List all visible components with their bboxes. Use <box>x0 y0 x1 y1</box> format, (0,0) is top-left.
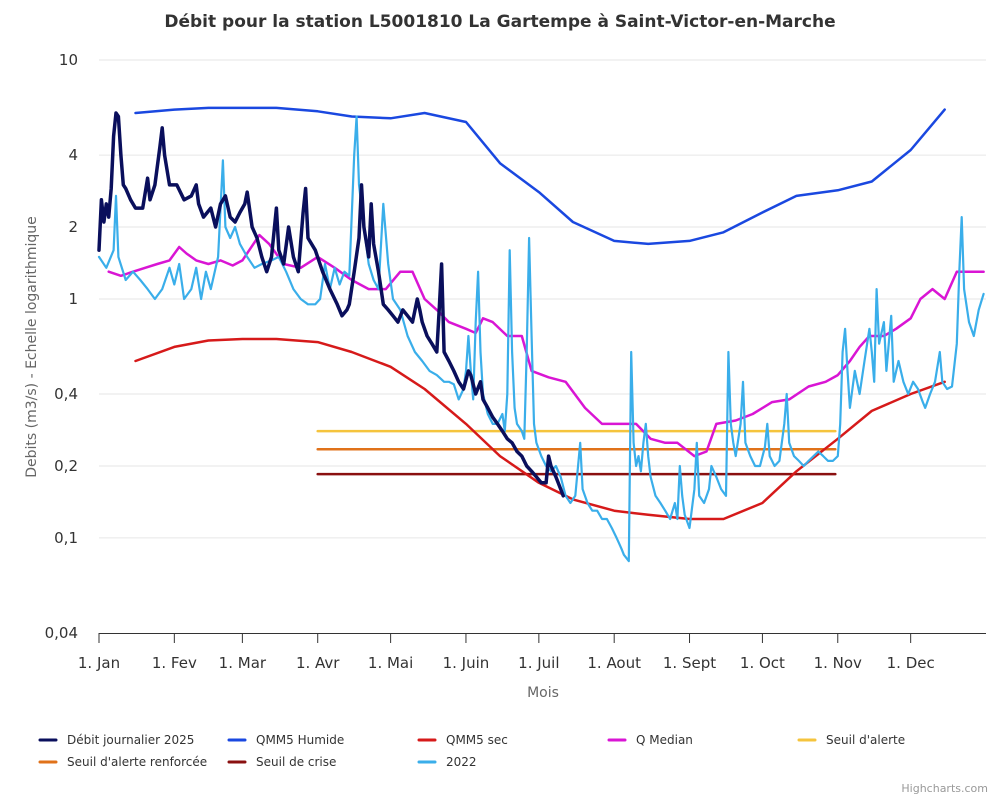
legend-label: QMM5 Humide <box>256 733 344 747</box>
legend: Débit journalier 2025 QMM5 Humide QMM5 sec… <box>38 733 905 769</box>
legend-label: QMM5 sec <box>446 733 508 747</box>
y-tick-label: 0,4 <box>54 385 78 403</box>
x-tick-label: 1. Fev <box>152 654 197 672</box>
series-line-qmm5-humide <box>134 106 946 246</box>
y-axis-title: Debits (m3/s) - Echelle logarithmique <box>24 216 40 478</box>
y-tick-label: 4 <box>68 146 78 164</box>
x-tick-label: 1. Dec <box>887 654 935 672</box>
legend-item-qmm5-humide[interactable]: QMM5 Humide <box>227 733 344 747</box>
x-tick-label: 1. Juin <box>443 654 490 672</box>
grid-lines <box>99 59 986 539</box>
chart-title: Débit pour la station L5001810 La Gartem… <box>164 12 835 32</box>
x-tick-label: 1. Sept <box>663 654 716 672</box>
legend-label: Seuil d'alerte renforcée <box>67 755 207 769</box>
series-line-debit-journalier-2025 <box>97 111 565 498</box>
x-tick-label: 1. Mai <box>368 654 413 672</box>
legend-label: Q Median <box>636 733 693 747</box>
x-tick-label: 1. Mar <box>219 654 267 672</box>
legend-label: Débit journalier 2025 <box>67 733 194 747</box>
legend-label: Seuil de crise <box>256 755 336 769</box>
x-tick-label: 1. Aout <box>587 654 641 672</box>
y-axis-ticks: 10 4 2 1 0,4 0,2 0,1 0,04 <box>45 51 78 642</box>
y-tick-label: 0,2 <box>54 457 78 475</box>
legend-label: Seuil d'alerte <box>826 733 905 747</box>
legend-item-debit-journalier-2025[interactable]: Débit journalier 2025 <box>38 733 194 747</box>
legend-item-2022[interactable]: 2022 <box>417 755 477 769</box>
x-axis-title: Mois <box>527 685 559 701</box>
x-tick-label: 1. Nov <box>814 654 862 672</box>
legend-label: 2022 <box>446 755 477 769</box>
x-tick-label: 1. Avr <box>296 654 340 672</box>
credits[interactable]: Highcharts.com <box>901 782 988 795</box>
x-tick-label: 1. Jan <box>78 654 120 672</box>
y-tick-label: 1 <box>68 290 78 308</box>
x-tick-label: 1. Oct <box>740 654 785 672</box>
series-lines <box>97 106 985 563</box>
legend-item-seuil-d-alerte-renforcee[interactable]: Seuil d'alerte renforcée <box>38 755 207 769</box>
legend-item-seuil-d-alerte[interactable]: Seuil d'alerte <box>797 733 905 747</box>
series-line-qmm5-sec <box>134 337 946 521</box>
legend-item-q-median[interactable]: Q Median <box>607 733 693 747</box>
y-tick-label: 0,04 <box>45 624 78 642</box>
y-tick-label: 2 <box>68 218 78 236</box>
x-axis: 1. Jan 1. Fev 1. Mar 1. Avr 1. Mai 1. Juin 1. … <box>78 633 986 672</box>
series-line-q-median <box>107 233 985 458</box>
y-tick-label: 0,1 <box>54 529 78 547</box>
legend-item-seuil-de-crise[interactable]: Seuil de crise <box>227 755 336 769</box>
x-tick-label: 1. Juil <box>518 654 559 672</box>
legend-item-qmm5-sec[interactable]: QMM5 sec <box>417 733 508 747</box>
y-tick-label: 10 <box>59 51 78 69</box>
series-line-2022 <box>97 115 985 563</box>
